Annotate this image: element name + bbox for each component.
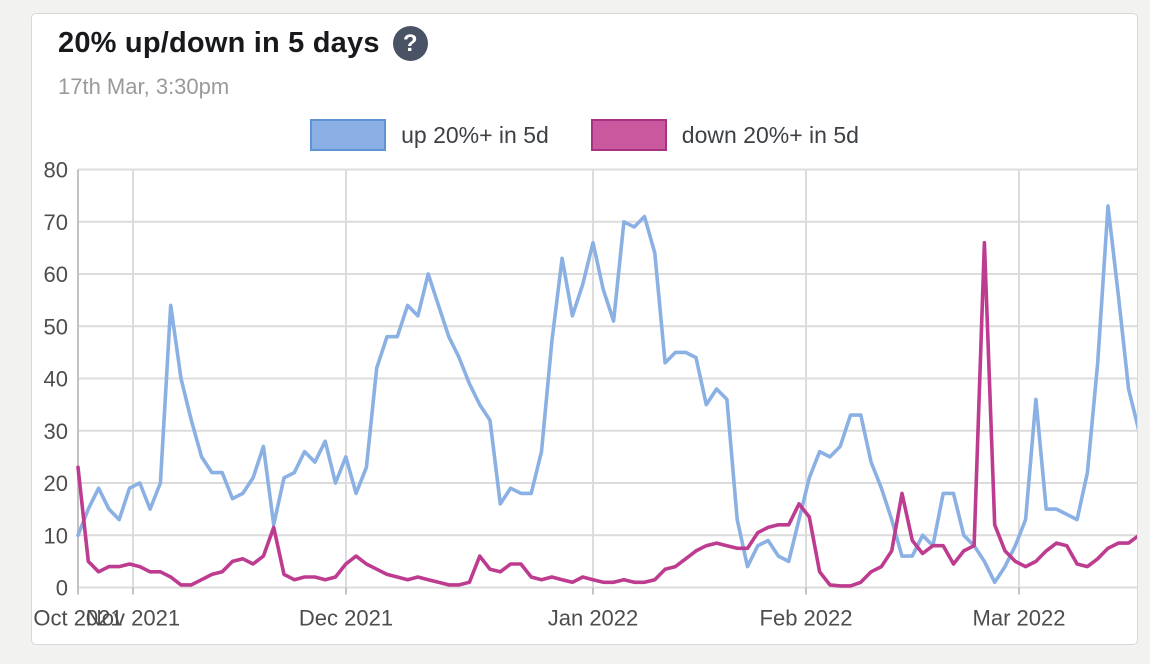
y-tick-label: 80 [44, 158, 68, 183]
chart-legend: up 20%+ in 5d down 20%+ in 5d [32, 119, 1137, 151]
help-icon[interactable]: ? [392, 26, 428, 61]
down-series-swatch-icon [590, 119, 667, 151]
card-header: 20% up/down in 5 days ? [58, 26, 428, 61]
legend-item-down[interactable]: down 20%+ in 5d [590, 119, 859, 151]
down-series-line [76, 240, 1137, 588]
x-tick-label: Dec 2021 [299, 606, 393, 631]
y-tick-label: 70 [44, 210, 68, 235]
x-tick-label: Oct 2021 [33, 606, 122, 631]
x-tick-label: Mar 2022 [973, 606, 1066, 631]
page-title: 20% up/down in 5 days [58, 27, 380, 59]
y-tick-label: 20 [44, 471, 68, 496]
y-tick-label: 0 [56, 576, 68, 601]
y-tick-label: 10 [44, 523, 68, 548]
y-tick-label: 60 [44, 262, 68, 287]
y-tick-label: 40 [44, 367, 68, 392]
legend-item-up[interactable]: up 20%+ in 5d [310, 119, 549, 151]
x-tick-label: Jan 2022 [548, 606, 639, 631]
legend-label: down 20%+ in 5d [681, 121, 859, 148]
y-tick-label: 50 [44, 314, 68, 339]
y-tick-label: 30 [44, 419, 68, 444]
x-tick-label: Feb 2022 [760, 606, 853, 631]
up-series-swatch-icon [310, 119, 387, 151]
timestamp: 17th Mar, 3:30pm [58, 74, 230, 99]
chart-card: 20% up/down in 5 days ? 17th Mar, 3:30pm… [31, 13, 1138, 645]
x-tick-label: Nov 2021 [86, 606, 180, 631]
legend-label: up 20%+ in 5d [401, 121, 549, 148]
up-series-line [76, 204, 1137, 585]
